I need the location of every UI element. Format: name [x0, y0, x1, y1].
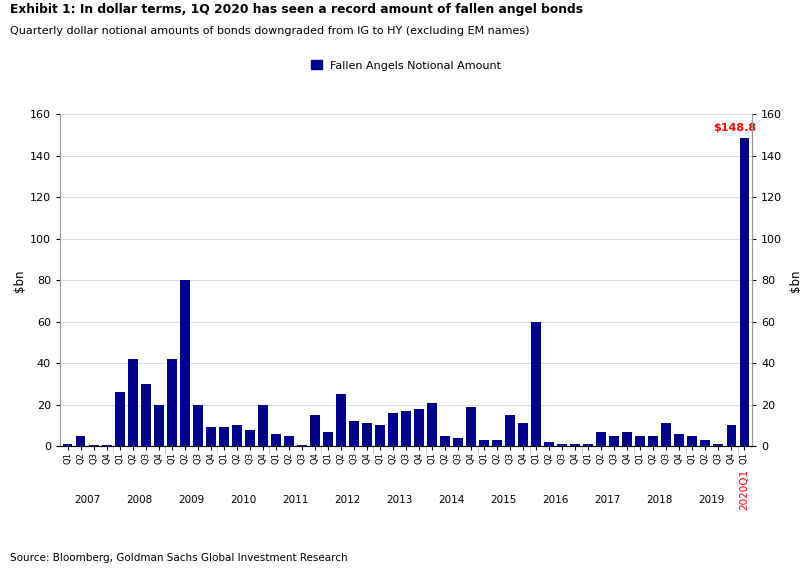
Bar — [440, 436, 450, 446]
Bar — [583, 444, 593, 446]
Bar — [506, 415, 514, 446]
Bar — [362, 423, 372, 446]
Y-axis label: $bn: $bn — [13, 269, 26, 292]
Bar — [336, 394, 346, 446]
Bar — [258, 405, 267, 446]
Bar — [414, 409, 424, 446]
Bar — [558, 444, 566, 446]
Bar — [427, 403, 437, 446]
Bar — [597, 432, 606, 446]
Bar — [141, 384, 150, 446]
Text: 2008: 2008 — [126, 495, 153, 505]
Text: 2011: 2011 — [282, 495, 309, 505]
Text: 2010: 2010 — [230, 495, 257, 505]
Text: 2015: 2015 — [490, 495, 517, 505]
Text: 2017: 2017 — [594, 495, 621, 505]
Bar — [76, 436, 86, 446]
Bar — [298, 445, 306, 446]
Bar — [570, 444, 580, 446]
Bar — [402, 411, 410, 446]
Text: 2019: 2019 — [698, 495, 725, 505]
Bar — [232, 426, 242, 446]
Bar — [662, 423, 671, 446]
Bar — [454, 438, 462, 446]
Bar — [701, 440, 710, 446]
Legend: Fallen Angels Notional Amount: Fallen Angels Notional Amount — [310, 60, 502, 71]
Bar — [687, 436, 697, 446]
Bar — [635, 436, 645, 446]
Bar — [284, 436, 294, 446]
Bar — [193, 405, 202, 446]
Bar — [167, 359, 177, 446]
Bar — [323, 432, 333, 446]
Text: Quarterly dollar notional amounts of bonds downgraded from IG to HY (excluding E: Quarterly dollar notional amounts of bon… — [10, 26, 529, 35]
Bar — [466, 407, 476, 446]
Bar — [246, 430, 254, 446]
Bar — [89, 445, 98, 446]
Y-axis label: $bn: $bn — [789, 269, 800, 292]
Text: Exhibit 1: In dollar terms, 1Q 2020 has seen a record amount of fallen angel bon: Exhibit 1: In dollar terms, 1Q 2020 has … — [10, 3, 582, 16]
Bar — [271, 434, 281, 446]
Bar — [63, 444, 73, 446]
Text: 2018: 2018 — [646, 495, 673, 505]
Bar — [726, 426, 736, 446]
Bar — [350, 421, 358, 446]
Bar — [154, 405, 163, 446]
Text: 2016: 2016 — [542, 495, 569, 505]
Bar — [674, 434, 684, 446]
Bar — [739, 138, 749, 446]
Bar — [102, 445, 111, 446]
Text: 2007: 2007 — [74, 495, 101, 505]
Bar — [115, 392, 125, 446]
Bar — [219, 427, 229, 446]
Bar — [375, 426, 385, 446]
Bar — [622, 432, 632, 446]
Bar — [544, 442, 554, 446]
Text: 2020Q1: 2020Q1 — [739, 469, 749, 510]
Bar — [388, 413, 398, 446]
Text: 2014: 2014 — [438, 495, 465, 505]
Text: $148.8: $148.8 — [714, 124, 757, 133]
Bar — [531, 321, 541, 446]
Bar — [180, 280, 190, 446]
Bar — [518, 423, 528, 446]
Bar — [610, 436, 619, 446]
Text: Source: Bloomberg, Goldman Sachs Global Investment Research: Source: Bloomberg, Goldman Sachs Global … — [10, 554, 347, 563]
Text: 2012: 2012 — [334, 495, 361, 505]
Bar — [310, 415, 320, 446]
Bar — [492, 440, 502, 446]
Bar — [649, 436, 658, 446]
Bar — [128, 359, 138, 446]
Bar — [714, 444, 723, 446]
Text: 2009: 2009 — [178, 495, 205, 505]
Bar — [479, 440, 489, 446]
Text: 2013: 2013 — [386, 495, 413, 505]
Bar — [206, 427, 215, 446]
